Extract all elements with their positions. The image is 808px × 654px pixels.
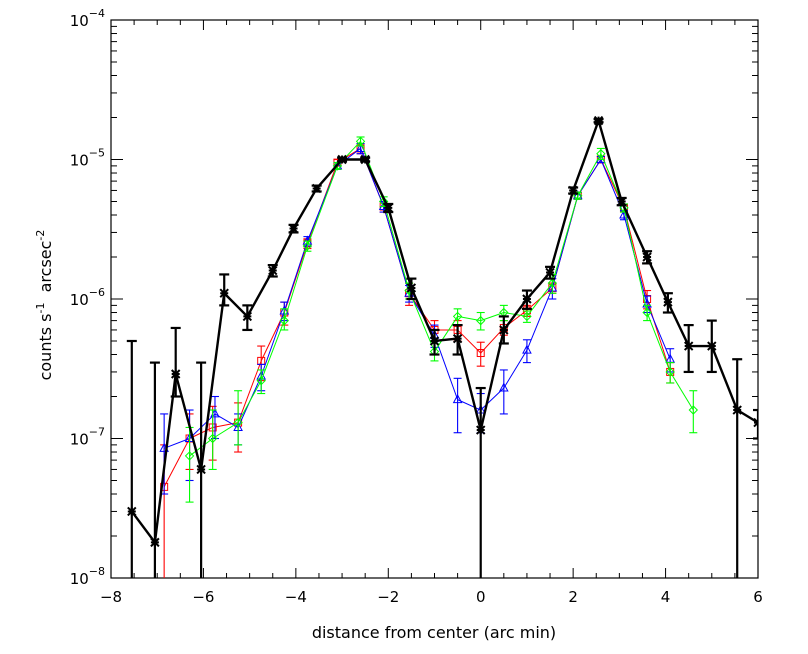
y-tick-exponent: −4 xyxy=(89,7,105,20)
data-point xyxy=(302,241,313,251)
y-axis-title-sup2: -2 xyxy=(34,230,47,241)
data-point xyxy=(219,288,229,298)
data-point xyxy=(616,196,627,207)
y-tick-exponent: −6 xyxy=(89,286,105,299)
y-tick-label: 10−7 xyxy=(70,426,105,449)
series-group xyxy=(126,115,758,578)
data-point xyxy=(196,464,206,475)
data-point xyxy=(452,333,463,344)
data-point xyxy=(619,209,629,219)
y-axis-title-mid: arcsec xyxy=(36,241,55,303)
y-tick-base: 10 xyxy=(70,570,89,588)
data-point xyxy=(127,506,137,517)
data-point xyxy=(360,154,370,165)
data-point xyxy=(378,196,389,207)
x-tick-label: 2 xyxy=(568,588,578,606)
x-tick-label: −8 xyxy=(100,588,122,606)
data-point xyxy=(642,307,652,318)
y-axis-title: counts s-1 arcsec-2 xyxy=(34,230,55,381)
data-point xyxy=(150,537,160,548)
data-point xyxy=(498,382,509,392)
data-point xyxy=(753,417,758,428)
data-point xyxy=(663,297,673,307)
data-point xyxy=(406,283,417,293)
data-point xyxy=(184,451,195,461)
y-tick-base: 10 xyxy=(70,12,89,30)
data-point xyxy=(593,115,604,126)
y-tick-exponent: −7 xyxy=(89,426,105,439)
series-line xyxy=(189,140,694,457)
data-point xyxy=(522,311,532,322)
data-point xyxy=(452,394,463,404)
y-tick-label: 10−5 xyxy=(70,147,105,170)
data-point xyxy=(568,185,578,196)
data-point xyxy=(337,154,347,165)
x-tick-label: −2 xyxy=(377,588,399,606)
plot-frame xyxy=(110,19,759,579)
data-point xyxy=(207,433,218,444)
y-axis-title-sup1: -1 xyxy=(34,303,47,314)
data-point xyxy=(170,369,181,379)
y-tick-label: 10−6 xyxy=(70,286,105,309)
data-point xyxy=(619,203,629,213)
y-axis-title-main: counts s xyxy=(36,314,55,381)
series-line xyxy=(163,147,671,488)
y-tick-exponent: −8 xyxy=(89,565,105,578)
data-point xyxy=(288,223,299,234)
data-point xyxy=(256,375,266,386)
data-point xyxy=(642,252,652,262)
series-line xyxy=(130,119,758,544)
data-point xyxy=(476,349,485,358)
x-tick-label: −6 xyxy=(192,588,214,606)
data-point xyxy=(707,341,717,351)
data-point xyxy=(233,417,243,428)
series-square xyxy=(160,143,675,578)
data-point xyxy=(268,265,278,276)
plot-border xyxy=(110,19,759,579)
data-point xyxy=(452,311,463,322)
data-point xyxy=(683,341,694,351)
x-tick-label: 6 xyxy=(753,588,763,606)
data-point xyxy=(476,315,486,326)
y-tick-base: 10 xyxy=(70,431,89,449)
tick-layer: −8 −6 −4 −2 0 2 4 610−810−710−610−510−4 xyxy=(70,7,763,606)
data-point xyxy=(476,425,486,435)
data-point xyxy=(522,294,532,304)
data-point xyxy=(499,325,509,335)
x-tick-label: 0 xyxy=(476,588,486,606)
y-tick-exponent: −5 xyxy=(89,147,105,160)
y-tick-base: 10 xyxy=(70,291,89,309)
data-point xyxy=(242,311,253,322)
data-point xyxy=(545,267,555,278)
x-tick-label: −4 xyxy=(285,588,307,606)
data-point xyxy=(596,149,606,159)
data-point xyxy=(383,203,393,213)
series-triangle xyxy=(159,142,676,495)
series-diamond xyxy=(184,136,699,503)
data-point xyxy=(332,161,343,171)
data-point xyxy=(665,367,675,377)
data-point xyxy=(355,136,366,147)
data-point xyxy=(688,405,699,415)
data-point xyxy=(732,405,742,415)
data-point xyxy=(279,315,290,326)
y-tick-label: 10−8 xyxy=(70,565,105,588)
data-point xyxy=(547,278,558,288)
data-point xyxy=(311,183,322,194)
x-tick-label: 4 xyxy=(661,588,671,606)
y-tick-base: 10 xyxy=(70,152,89,170)
series-layer xyxy=(126,115,758,578)
x-axis-title: distance from center (arc min) xyxy=(312,623,556,642)
y-tick-label: 10−4 xyxy=(70,7,105,30)
data-point xyxy=(522,344,532,354)
data-point xyxy=(429,336,440,346)
series-asterisk xyxy=(126,115,758,578)
